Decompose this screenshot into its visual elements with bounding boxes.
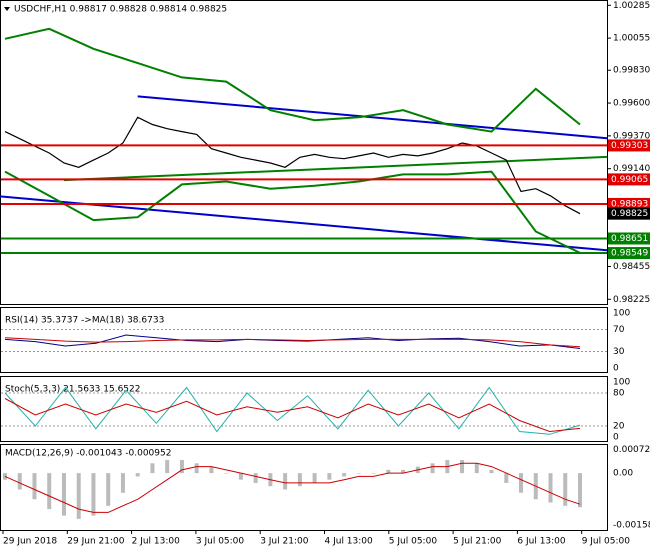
rsi-frame — [0, 307, 608, 373]
y-tick-label: 0 — [613, 364, 619, 374]
indicator-title: Stoch(5,3,3) 21.5633 15.6522 — [5, 385, 140, 395]
histogram-bar — [194, 463, 199, 474]
histogram-bar — [150, 463, 155, 474]
histogram-bar — [165, 460, 170, 474]
histogram-bar — [297, 473, 302, 487]
bollinger-band — [4, 170, 581, 254]
price-line — [4, 116, 581, 215]
y-tick-label: 0 — [613, 433, 619, 443]
histogram-bar — [238, 473, 243, 480]
y-tick-label: 30 — [613, 347, 625, 357]
y-tick-label: 70 — [613, 325, 625, 335]
y-tick-label: 20 — [613, 422, 625, 432]
histogram-bar — [386, 469, 391, 474]
indicator-line — [4, 337, 581, 348]
y-tick-label: 0.00 — [613, 469, 633, 479]
histogram-bar — [47, 473, 52, 510]
level-tag — [608, 173, 650, 186]
level-label: 0.99065 — [611, 175, 648, 185]
indicator-title: MACD(12,26,9) -0.001043 -0.000952 — [5, 449, 171, 459]
histogram-bar — [371, 473, 376, 474]
current-label: 0.98825 — [611, 209, 648, 219]
histogram-bar — [179, 460, 184, 474]
y-tick-label: 0.99370 — [613, 131, 650, 141]
y-tick-label: 100 — [613, 378, 630, 388]
histogram-bar — [401, 469, 406, 474]
histogram-bar — [135, 473, 140, 477]
x-tick-label: 4 Jul 13:00 — [325, 537, 374, 547]
histogram-bar — [224, 473, 229, 474]
histogram-bar — [489, 469, 494, 474]
histogram-bar — [61, 473, 66, 516]
level-label: 0.99303 — [611, 141, 648, 151]
x-tick-label: 3 Jul 21:00 — [260, 537, 309, 547]
y-tick-label: 0.99600 — [613, 99, 650, 109]
histogram-bar — [76, 473, 81, 519]
histogram-bar — [327, 473, 332, 480]
y-tick-label: 80 — [613, 389, 625, 399]
histogram-bar — [430, 463, 435, 474]
level-tag — [608, 247, 650, 260]
histogram-bar — [3, 473, 7, 480]
indicator-line — [4, 398, 581, 433]
y-tick-label: 0.99140 — [613, 164, 650, 174]
x-tick-label: 9 Jul 05:00 — [582, 537, 631, 547]
histogram-bar — [504, 473, 509, 483]
x-tick-label: 3 Jul 05:00 — [196, 537, 245, 547]
trendline — [0, 195, 608, 252]
histogram-bar — [253, 473, 258, 483]
current-tag — [608, 207, 650, 220]
histogram-bar — [519, 473, 524, 493]
stoch-frame — [0, 376, 608, 442]
price-frame — [0, 0, 608, 305]
level-tag — [608, 197, 650, 210]
y-tick-label: 0.99830 — [613, 66, 650, 76]
level-tag — [608, 232, 650, 245]
x-tick-label: 5 Jul 05:00 — [389, 537, 438, 547]
histogram-bar — [548, 473, 553, 503]
y-tick-label: 0.000727 — [613, 445, 650, 455]
y-tick-label: 0.98225 — [613, 295, 650, 305]
histogram-bar — [209, 466, 214, 474]
histogram-bar — [460, 460, 465, 474]
y-tick-label: 1.00055 — [613, 34, 650, 44]
y-tick-label: 0.98455 — [613, 262, 650, 272]
header: USDCHF,H1 0.98817 0.98828 0.98814 0.9882… — [14, 5, 227, 15]
trendline — [63, 155, 608, 182]
x-tick-label: 5 Jul 21:00 — [453, 537, 502, 547]
histogram-bar — [32, 473, 37, 500]
y-tick-label: 1.00285 — [613, 1, 650, 11]
histogram-bar — [356, 473, 361, 474]
x-tick-label: 29 Jun 21:00 — [67, 537, 124, 547]
level-label: 0.98549 — [611, 249, 648, 259]
histogram-bar — [578, 473, 582, 508]
histogram-bar — [283, 473, 288, 490]
indicator-title: RSI(14) 35.3737 ->MA(18) 38.6733 — [5, 316, 164, 326]
histogram-bar — [106, 473, 111, 506]
bollinger-band — [4, 27, 581, 133]
histogram-bar — [342, 473, 347, 477]
histogram-bar — [120, 473, 125, 493]
histogram-bar — [17, 473, 22, 490]
level-label: 0.98893 — [611, 199, 648, 209]
menu-icon[interactable] — [4, 7, 10, 11]
level-label: 0.98651 — [611, 234, 648, 244]
histogram-bar — [563, 473, 568, 506]
x-tick-label: 6 Jul 13:00 — [517, 537, 566, 547]
histogram-bar — [474, 463, 479, 474]
indicator-line — [4, 386, 581, 435]
x-tick-label: 29 Jun 2018 — [3, 537, 57, 547]
trendline — [137, 95, 608, 140]
level-tag — [608, 139, 650, 152]
histogram-bar — [91, 473, 96, 516]
y-tick-label: 100 — [613, 309, 630, 319]
x-tick-label: 2 Jul 13:00 — [132, 537, 181, 547]
histogram-bar — [312, 473, 317, 483]
macd-frame — [0, 444, 608, 531]
y-tick-label: -0.001583 — [613, 520, 650, 530]
signal-line — [4, 462, 581, 513]
